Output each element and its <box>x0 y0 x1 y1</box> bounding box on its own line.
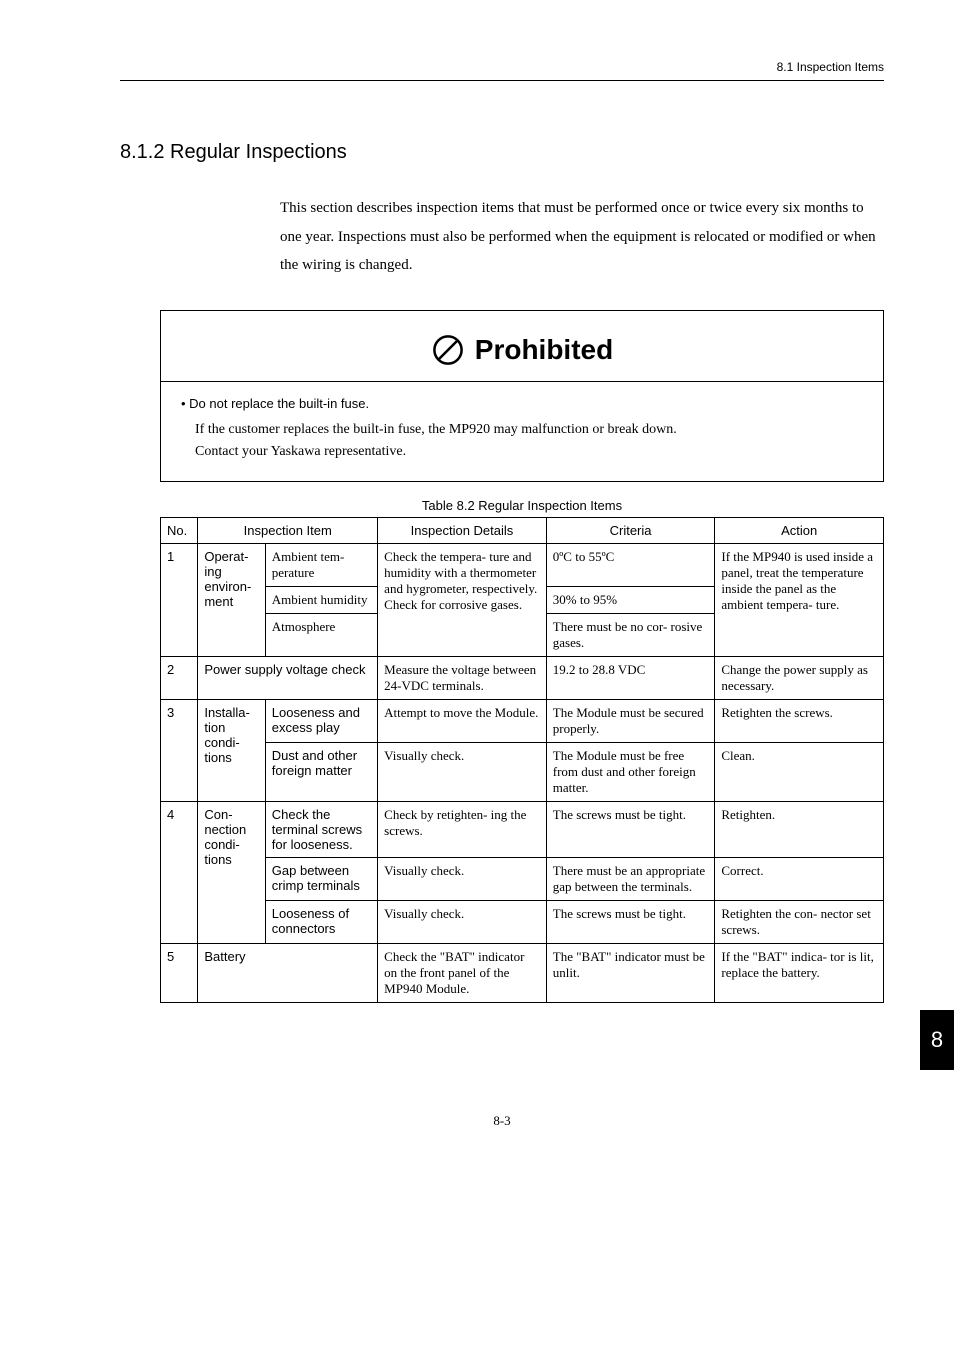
prohibit-icon <box>431 333 465 367</box>
col-item: Inspection Item <box>198 518 378 544</box>
col-action: Action <box>715 518 884 544</box>
table-row: Gap between crimp terminals Visually che… <box>161 858 884 901</box>
cell-action: Correct. <box>715 858 884 901</box>
table-row: 5 Battery Check the "BAT" indicator on t… <box>161 944 884 1003</box>
table-row: 4 Con- nection condi- tions Check the te… <box>161 802 884 858</box>
cell-details: Visually check. <box>378 858 547 901</box>
prohibited-header: Prohibited <box>161 311 883 381</box>
cell-subitem: Gap between crimp terminals <box>265 858 377 901</box>
cell-criteria: There must be no cor- rosive gases. <box>546 614 715 657</box>
table-row: 1 Operat- ing environ- ment Ambient tem-… <box>161 544 884 587</box>
table-caption: Table 8.2 Regular Inspection Items <box>160 498 884 513</box>
cell-criteria: The screws must be tight. <box>546 901 715 944</box>
cell-details: Attempt to move the Module. <box>378 700 547 743</box>
cell-criteria: 30% to 95% <box>546 587 715 614</box>
cell-criteria: 19.2 to 28.8 VDC <box>546 657 715 700</box>
cell-criteria: The Module must be secured properly. <box>546 700 715 743</box>
cell-details: Check by retighten- ing the screws. <box>378 802 547 858</box>
table-header-row: No. Inspection Item Inspection Details C… <box>161 518 884 544</box>
table-row: 2 Power supply voltage check Measure the… <box>161 657 884 700</box>
cell-category: Installa- tion condi- tions <box>198 700 265 802</box>
cell-item: Battery <box>198 944 378 1003</box>
cell-subitem: Ambient humidity <box>265 587 377 614</box>
cell-action: If the "BAT" indica- tor is lit, replace… <box>715 944 884 1003</box>
prohibited-detail-1: If the customer replaces the built-in fu… <box>195 419 863 441</box>
cell-details: Check the "BAT" indicator on the front p… <box>378 944 547 1003</box>
header-breadcrumb: 8.1 Inspection Items <box>120 60 884 74</box>
cell-subitem: Looseness and excess play <box>265 700 377 743</box>
cell-action: Clean. <box>715 743 884 802</box>
cell-action: Retighten the con- nector set screws. <box>715 901 884 944</box>
section-heading: 8.1.2 Regular Inspections <box>120 141 884 164</box>
cell-no: 1 <box>161 544 198 657</box>
cell-details: Measure the voltage between 24-VDC termi… <box>378 657 547 700</box>
cell-no: 5 <box>161 944 198 1003</box>
cell-criteria: The Module must be free from dust and ot… <box>546 743 715 802</box>
cell-criteria: The screws must be tight. <box>546 802 715 858</box>
cell-subitem: Ambient tem- perature <box>265 544 377 587</box>
cell-no: 4 <box>161 802 198 944</box>
cell-criteria: 0ºC to 55ºC <box>546 544 715 587</box>
cell-item: Power supply voltage check <box>198 657 378 700</box>
cell-subitem: Looseness of connectors <box>265 901 377 944</box>
col-no: No. <box>161 518 198 544</box>
cell-subitem: Dust and other foreign matter <box>265 743 377 802</box>
cell-details: Visually check. <box>378 901 547 944</box>
cell-action: Change the power supply as necessary. <box>715 657 884 700</box>
prohibited-box: Prohibited • Do not replace the built-in… <box>160 310 884 483</box>
header-rule <box>120 80 884 81</box>
col-details: Inspection Details <box>378 518 547 544</box>
page-number: 8-3 <box>120 1113 884 1129</box>
cell-action: Retighten the screws. <box>715 700 884 743</box>
cell-subitem: Check the terminal screws for looseness. <box>265 802 377 858</box>
cell-action: If the MP940 is used inside a panel, tre… <box>715 544 884 657</box>
prohibited-title: Prohibited <box>475 334 613 366</box>
prohibited-body: • Do not replace the built-in fuse. If t… <box>161 382 883 482</box>
table-row: Dust and other foreign matter Visually c… <box>161 743 884 802</box>
cell-criteria: The "BAT" indicator must be unlit. <box>546 944 715 1003</box>
cell-category: Operat- ing environ- ment <box>198 544 265 657</box>
intro-paragraph: This section describes inspection items … <box>280 194 884 280</box>
inspection-table: No. Inspection Item Inspection Details C… <box>160 517 884 1003</box>
prohibited-detail-2: Contact your Yaskawa representative. <box>195 441 863 463</box>
cell-criteria: There must be an appropriate gap between… <box>546 858 715 901</box>
cell-details: Visually check. <box>378 743 547 802</box>
table-row: 3 Installa- tion condi- tions Looseness … <box>161 700 884 743</box>
cell-category: Con- nection condi- tions <box>198 802 265 944</box>
cell-details: Check the tempera- ture and humidity wit… <box>378 544 547 657</box>
cell-no: 3 <box>161 700 198 802</box>
cell-subitem: Atmosphere <box>265 614 377 657</box>
col-criteria: Criteria <box>546 518 715 544</box>
prohibited-bullet: • Do not replace the built-in fuse. <box>181 396 863 411</box>
cell-action: Retighten. <box>715 802 884 858</box>
table-row: Looseness of connectors Visually check. … <box>161 901 884 944</box>
cell-no: 2 <box>161 657 198 700</box>
chapter-tab: 8 <box>920 1010 954 1070</box>
